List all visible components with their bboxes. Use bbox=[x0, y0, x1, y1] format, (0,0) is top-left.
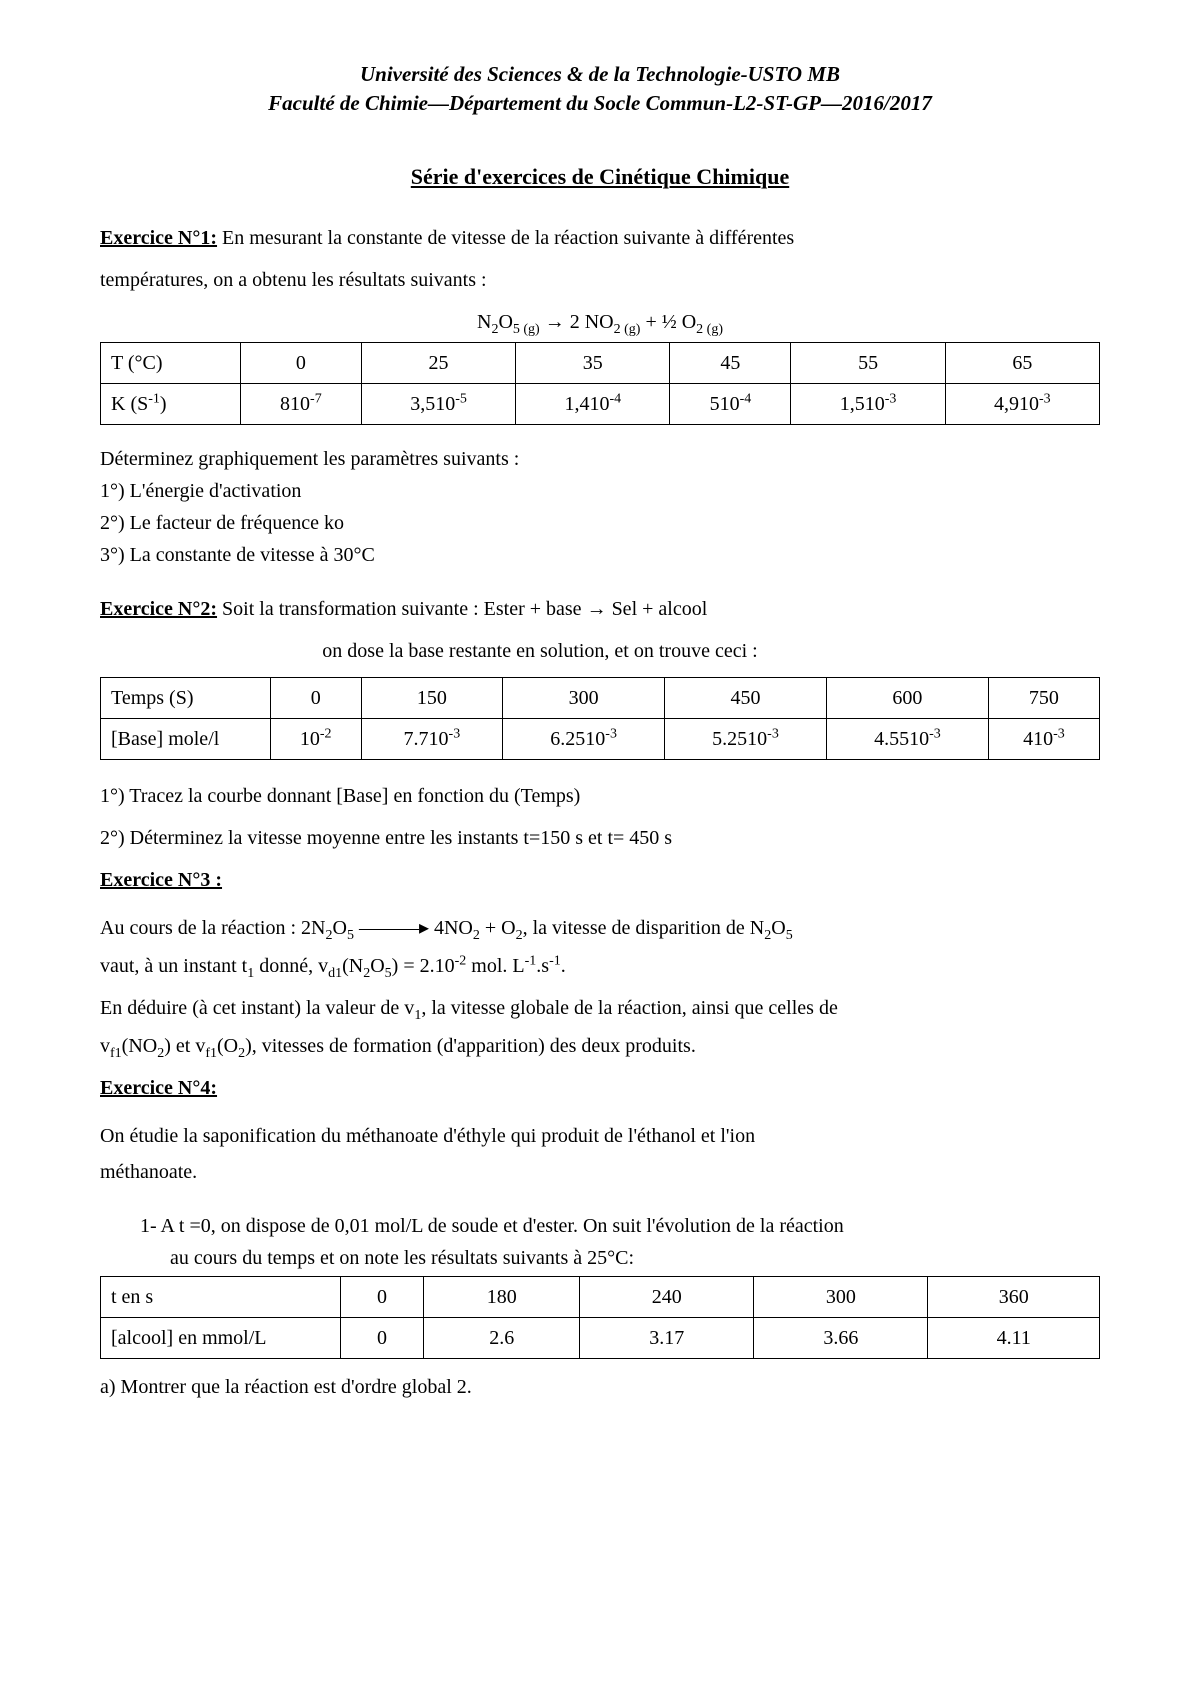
cell: 3.66 bbox=[754, 1317, 928, 1358]
ex1-intro-b: températures, on a obtenu les résultats … bbox=[100, 264, 1100, 296]
ex2-q2: 2°) Déterminez la vitesse moyenne entre … bbox=[100, 822, 1100, 854]
ex4-qa: a) Montrer que la réaction est d'ordre g… bbox=[100, 1371, 1100, 1403]
cell: 150 bbox=[361, 677, 503, 718]
cell: 5.2510-3 bbox=[665, 718, 827, 759]
cell: 55 bbox=[791, 342, 945, 383]
cell: 4,910-3 bbox=[945, 383, 1099, 424]
ex4-heading-block: Exercice N°4: bbox=[100, 1072, 1100, 1104]
cell: 3,510-5 bbox=[361, 383, 515, 424]
cell: 4.11 bbox=[928, 1317, 1100, 1358]
ex3-p4: vf1(NO2) et vf1(O2), vitesses de formati… bbox=[100, 1030, 1100, 1062]
ex4-item1a: 1- A t =0, on dispose de 0,01 mol/L de s… bbox=[140, 1210, 1100, 1242]
table-row: Temps (S) 0 150 300 450 600 750 bbox=[101, 677, 1100, 718]
cell: 300 bbox=[503, 677, 665, 718]
ex4-row2-label: [alcool] en mmol/L bbox=[101, 1317, 341, 1358]
cell: 300 bbox=[754, 1276, 928, 1317]
ex3-p2: vaut, à un instant t1 donné, vd1(N2O5) =… bbox=[100, 950, 1100, 982]
cell: 810-7 bbox=[240, 383, 361, 424]
cell: 6.2510-3 bbox=[503, 718, 665, 759]
document-title: Série d'exercices de Cinétique Chimique bbox=[100, 159, 1100, 194]
ex1-q3: 3°) La constante de vitesse à 30°C bbox=[100, 539, 1100, 571]
ex4-intro2: méthanoate. bbox=[100, 1156, 1100, 1188]
header-line-1: Université des Sciences & de la Technolo… bbox=[100, 60, 1100, 89]
ex1-intro: Exercice N°1: En mesurant la constante d… bbox=[100, 222, 1100, 254]
ex2-heading: Exercice N°2: bbox=[100, 598, 217, 620]
cell: 10-2 bbox=[270, 718, 361, 759]
ex3-p3: En déduire (à cet instant) la valeur de … bbox=[100, 992, 1100, 1024]
ex4-table: t en s 0 180 240 300 360 [alcool] en mmo… bbox=[100, 1276, 1100, 1359]
page: Université des Sciences & de la Technolo… bbox=[0, 0, 1200, 1483]
ex2-table: Temps (S) 0 150 300 450 600 750 [Base] m… bbox=[100, 677, 1100, 760]
ex4-item1b: au cours du temps et on note les résulta… bbox=[170, 1242, 1100, 1274]
ex2-intro: Exercice N°2: Soit la transformation sui… bbox=[100, 593, 1100, 625]
cell: 600 bbox=[826, 677, 988, 718]
table-row: [alcool] en mmol/L 0 2.6 3.17 3.66 4.11 bbox=[101, 1317, 1100, 1358]
ex2-row2-label: [Base] mole/l bbox=[101, 718, 271, 759]
cell: 4.5510-3 bbox=[826, 718, 988, 759]
ex1-row1-label: T (°C) bbox=[101, 342, 241, 383]
ex1-q2: 2°) Le facteur de fréquence ko bbox=[100, 507, 1100, 539]
cell: 510-4 bbox=[670, 383, 791, 424]
cell: 35 bbox=[516, 342, 670, 383]
ex1-row2-label: K (S-1) bbox=[101, 383, 241, 424]
ex1-reaction: N2O5 (g) → 2 NO2 (g) + ½ O2 (g) bbox=[100, 306, 1100, 338]
ex3-heading: Exercice N°3 : bbox=[100, 869, 222, 891]
cell: 410-3 bbox=[988, 718, 1099, 759]
cell: 450 bbox=[665, 677, 827, 718]
cell: 1,410-4 bbox=[516, 383, 670, 424]
cell: 360 bbox=[928, 1276, 1100, 1317]
ex3-heading-block: Exercice N°3 : bbox=[100, 864, 1100, 896]
ex2-q1: 1°) Tracez la courbe donnant [Base] en f… bbox=[100, 780, 1100, 812]
ex2-row1-label: Temps (S) bbox=[101, 677, 271, 718]
cell: 2.6 bbox=[424, 1317, 580, 1358]
ex4-heading: Exercice N°4: bbox=[100, 1077, 217, 1099]
cell: 1,510-3 bbox=[791, 383, 945, 424]
document-header: Université des Sciences & de la Technolo… bbox=[100, 60, 1100, 119]
table-row: K (S-1) 810-7 3,510-5 1,410-4 510-4 1,51… bbox=[101, 383, 1100, 424]
table-row: T (°C) 0 25 35 45 55 65 bbox=[101, 342, 1100, 383]
cell: 240 bbox=[580, 1276, 754, 1317]
ex4-intro1: On étudie la saponification du méthanoat… bbox=[100, 1120, 1100, 1152]
header-line-2: Faculté de Chimie—Département du Socle C… bbox=[100, 89, 1100, 118]
table-row: [Base] mole/l 10-2 7.710-3 6.2510-3 5.25… bbox=[101, 718, 1100, 759]
table-row: t en s 0 180 240 300 360 bbox=[101, 1276, 1100, 1317]
ex1-q-intro: Déterminez graphiquement les paramètres … bbox=[100, 443, 1100, 475]
ex1-table: T (°C) 0 25 35 45 55 65 K (S-1) 810-7 3,… bbox=[100, 342, 1100, 425]
ex2-intro-a: Soit la transformation suivante : Ester … bbox=[217, 598, 707, 620]
cell: 0 bbox=[240, 342, 361, 383]
cell: 65 bbox=[945, 342, 1099, 383]
cell: 180 bbox=[424, 1276, 580, 1317]
ex1-q1: 1°) L'énergie d'activation bbox=[100, 475, 1100, 507]
cell: 45 bbox=[670, 342, 791, 383]
ex2-intro-b: on dose la base restante en solution, et… bbox=[0, 635, 1100, 667]
ex3-p1: Au cours de la réaction : 2N2O5 ———▸ 4NO… bbox=[100, 912, 1100, 944]
cell: 7.710-3 bbox=[361, 718, 503, 759]
cell: 0 bbox=[340, 1317, 423, 1358]
cell: 0 bbox=[270, 677, 361, 718]
ex4-row1-label: t en s bbox=[101, 1276, 341, 1317]
cell: 0 bbox=[340, 1276, 423, 1317]
ex1-heading: Exercice N°1: bbox=[100, 227, 217, 249]
cell: 3.17 bbox=[580, 1317, 754, 1358]
cell: 750 bbox=[988, 677, 1099, 718]
cell: 25 bbox=[361, 342, 515, 383]
ex1-intro-a: En mesurant la constante de vitesse de l… bbox=[217, 227, 794, 249]
